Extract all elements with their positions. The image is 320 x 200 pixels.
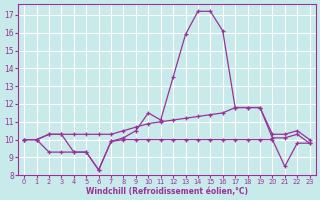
X-axis label: Windchill (Refroidissement éolien,°C): Windchill (Refroidissement éolien,°C) [86,187,248,196]
